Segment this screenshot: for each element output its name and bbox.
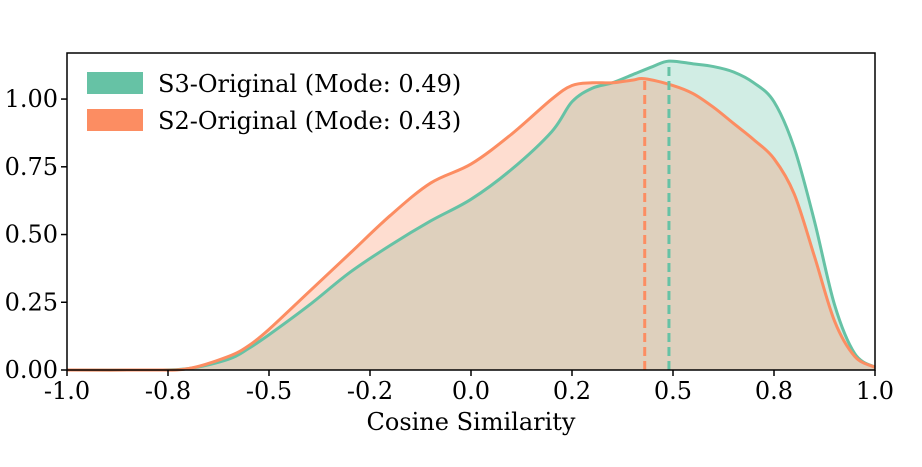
x-tick-label: -0.5 xyxy=(246,377,292,405)
series-layer xyxy=(66,59,876,372)
mode-lines xyxy=(643,61,671,370)
legend-label-1: S2-Original (Mode: 0.43) xyxy=(158,107,461,135)
legend: S3-Original (Mode: 0.49) S2-Original (Mod… xyxy=(87,70,461,135)
y-tick-label: 0.00 xyxy=(5,356,58,384)
y-tick-label: 0.75 xyxy=(5,153,58,181)
x-tick-label: -0.2 xyxy=(347,377,393,405)
x-tick-label: 0.0 xyxy=(452,377,490,405)
legend-label-0: S3-Original (Mode: 0.49) xyxy=(158,70,461,98)
x-axis-ticks: -1.0 -0.8 -0.5 -0.2 0.0 0.2 0.5 0.8 1.0 xyxy=(44,370,894,405)
series-0-area xyxy=(67,61,875,371)
y-tick-label: 0.50 xyxy=(5,221,58,249)
x-axis-title: Cosine Similarity xyxy=(367,408,576,436)
x-tick-label: 0.8 xyxy=(755,377,793,405)
series-1-line xyxy=(66,76,876,372)
x-tick-label: 1.0 xyxy=(856,377,894,405)
series-0-line xyxy=(66,59,876,372)
y-tick-label: 0.25 xyxy=(5,288,58,316)
legend-swatch-0 xyxy=(87,72,143,94)
legend-swatch-1 xyxy=(87,109,143,131)
y-axis-ticks: 0.00 0.25 0.50 0.75 1.00 xyxy=(5,85,67,384)
x-tick-label: -1.0 xyxy=(44,377,90,405)
x-tick-label: -0.8 xyxy=(145,377,191,405)
y-tick-label: 1.00 xyxy=(5,85,58,113)
series-1-area xyxy=(67,78,875,371)
x-tick-label: 0.5 xyxy=(654,377,692,405)
x-tick-label: 0.2 xyxy=(553,377,591,405)
